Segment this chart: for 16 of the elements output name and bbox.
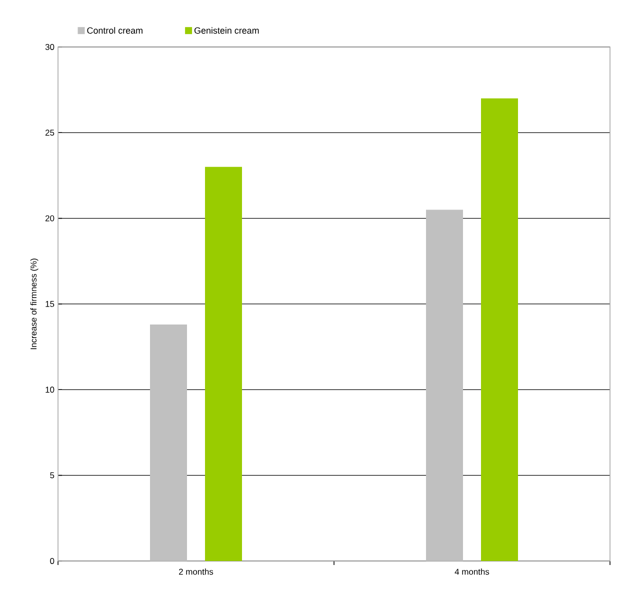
y-tick-label: 0 [50,558,54,564]
y-tick-label: 20 [45,215,54,222]
x-tick-label: 4 months [454,568,490,575]
legend-label: Control cream [87,27,142,34]
y-tick-label: 5 [50,472,54,478]
bar [426,210,464,561]
y-tick-label: 10 [46,386,54,393]
bar [150,324,188,561]
bar [205,166,242,561]
y-tick-label: 25 [45,130,54,136]
x-tick-label: 2 months [179,568,214,575]
y-axis-title: Increase of firmness (%) [30,258,38,350]
bar [481,98,518,561]
y-tick-label: 15 [46,301,54,307]
y-tick-label: 30 [45,44,54,50]
legend-label: Genistein cream [194,27,259,34]
